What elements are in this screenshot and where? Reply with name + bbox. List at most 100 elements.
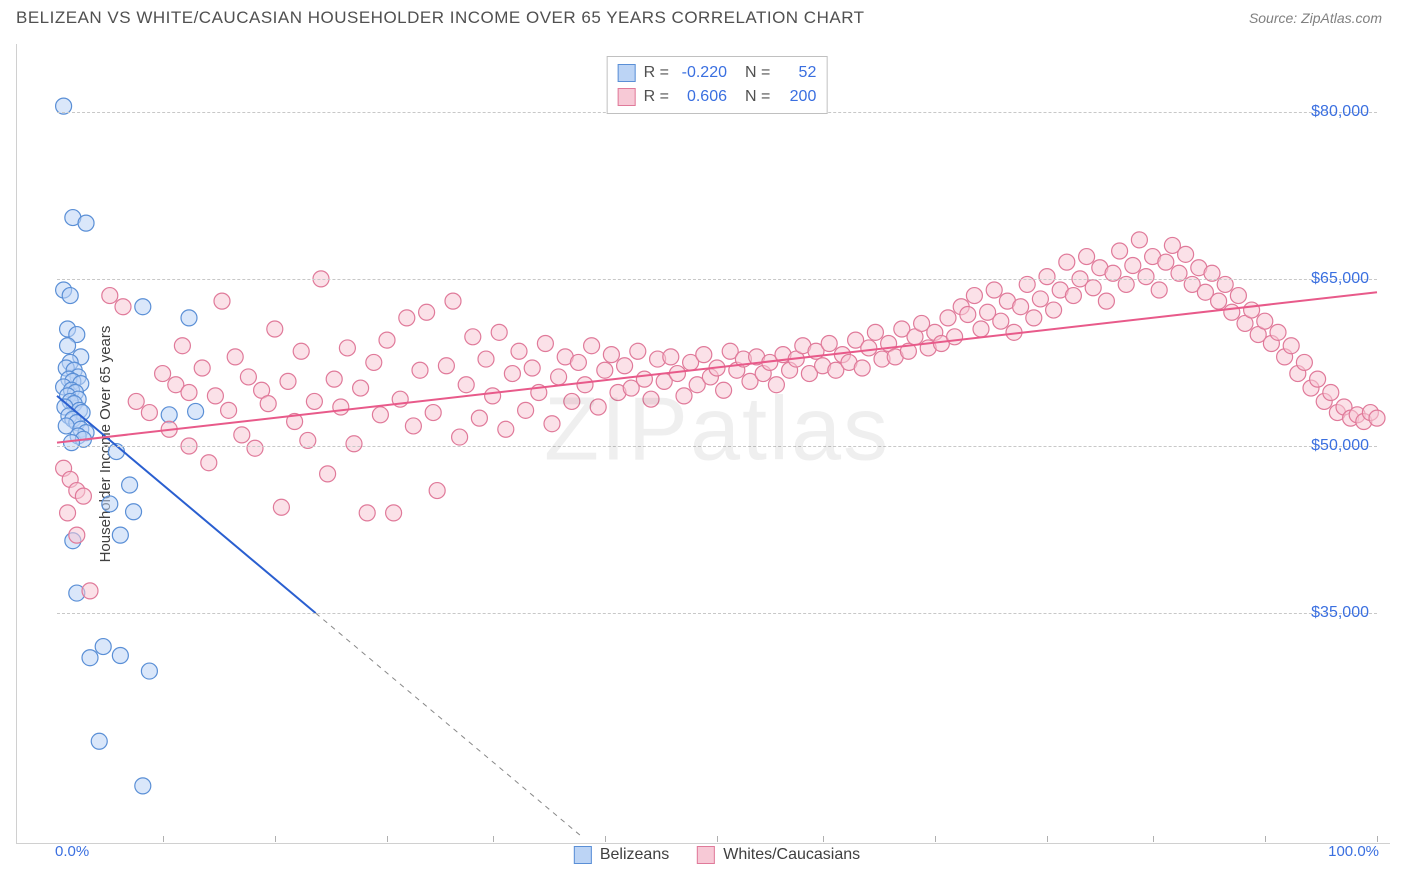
data-point [570,354,586,370]
gridline [57,446,1377,447]
data-point [966,288,982,304]
legend-n-value: 52 [778,61,816,85]
data-point [1224,304,1240,320]
data-point [112,647,128,663]
plot-area: ZIPatlas R =-0.220N =52R =0.606N =200 Be… [57,56,1377,836]
data-point [419,304,435,320]
x-tick [1047,836,1048,842]
y-tick-label: $65,000 [1311,270,1369,288]
data-point [1112,243,1128,259]
data-point [1178,246,1194,262]
legend-swatch [574,846,592,864]
gridline [57,613,1377,614]
data-point [60,338,76,354]
legend-n-value: 200 [778,85,816,109]
x-tick [387,836,388,842]
data-point [630,343,646,359]
data-point [194,360,210,376]
data-point [366,354,382,370]
data-point [511,343,527,359]
legend-swatch [697,846,715,864]
data-point [326,371,342,387]
data-point [1158,254,1174,270]
x-tick [493,836,494,842]
data-point [973,321,989,337]
data-point [438,358,454,374]
data-point [306,393,322,409]
plot-container: Householder Income Over 65 years ZIPatla… [16,44,1390,844]
data-point [1230,288,1246,304]
x-tick [605,836,606,842]
data-point [471,410,487,426]
x-tick [823,836,824,842]
data-point [504,366,520,382]
data-point [429,483,445,499]
y-tick-label: $80,000 [1311,103,1369,121]
data-point [498,421,514,437]
legend-label: Whites/Caucasians [723,846,860,864]
data-point [62,288,78,304]
data-point [861,340,877,356]
legend-swatch [618,88,636,106]
data-point [91,733,107,749]
data-point [518,402,534,418]
data-point [122,477,138,493]
chart-header: BELIZEAN VS WHITE/CAUCASIAN HOUSEHOLDER … [0,0,1406,32]
y-tick-label: $50,000 [1311,437,1369,455]
data-point [544,416,560,432]
data-point [696,347,712,363]
data-point [485,388,501,404]
data-point [617,358,633,374]
chart-title: BELIZEAN VS WHITE/CAUCASIAN HOUSEHOLDER … [16,8,865,28]
data-point [82,650,98,666]
gridline [57,279,1377,280]
data-point [227,349,243,365]
data-point [584,338,600,354]
legend-r-value: 0.606 [677,85,727,109]
data-point [1283,338,1299,354]
data-point [339,340,355,356]
data-point [445,293,461,309]
data-point [537,335,553,351]
data-point [867,324,883,340]
legend-n-label: N = [745,61,770,85]
x-tick [935,836,936,842]
data-point [524,360,540,376]
x-tick [163,836,164,842]
bottom-legend: BelizeansWhites/Caucasians [574,846,860,864]
chart-source: Source: ZipAtlas.com [1249,10,1382,26]
data-point [201,455,217,471]
data-point [1032,291,1048,307]
data-point [986,282,1002,298]
data-point [590,399,606,415]
data-point [102,496,118,512]
data-point [78,215,94,231]
data-point [854,360,870,376]
data-point [346,436,362,452]
data-point [465,329,481,345]
data-point [1257,313,1273,329]
data-point [993,313,1009,329]
data-point [174,338,190,354]
data-point [260,396,276,412]
data-point [60,505,76,521]
data-point [273,499,289,515]
data-point [425,405,441,421]
data-point [379,332,395,348]
data-point [412,362,428,378]
data-point [1059,254,1075,270]
data-point [115,299,131,315]
data-point [636,371,652,387]
bottom-legend-item: Whites/Caucasians [697,846,860,864]
data-point [181,310,197,326]
data-point [141,663,157,679]
data-point [181,385,197,401]
data-point [1151,282,1167,298]
data-point [597,362,613,378]
trend-line-dashed [316,613,581,836]
data-point [1211,293,1227,309]
data-point [491,324,507,340]
data-point [1046,302,1062,318]
data-point [135,778,151,794]
data-point [128,393,144,409]
